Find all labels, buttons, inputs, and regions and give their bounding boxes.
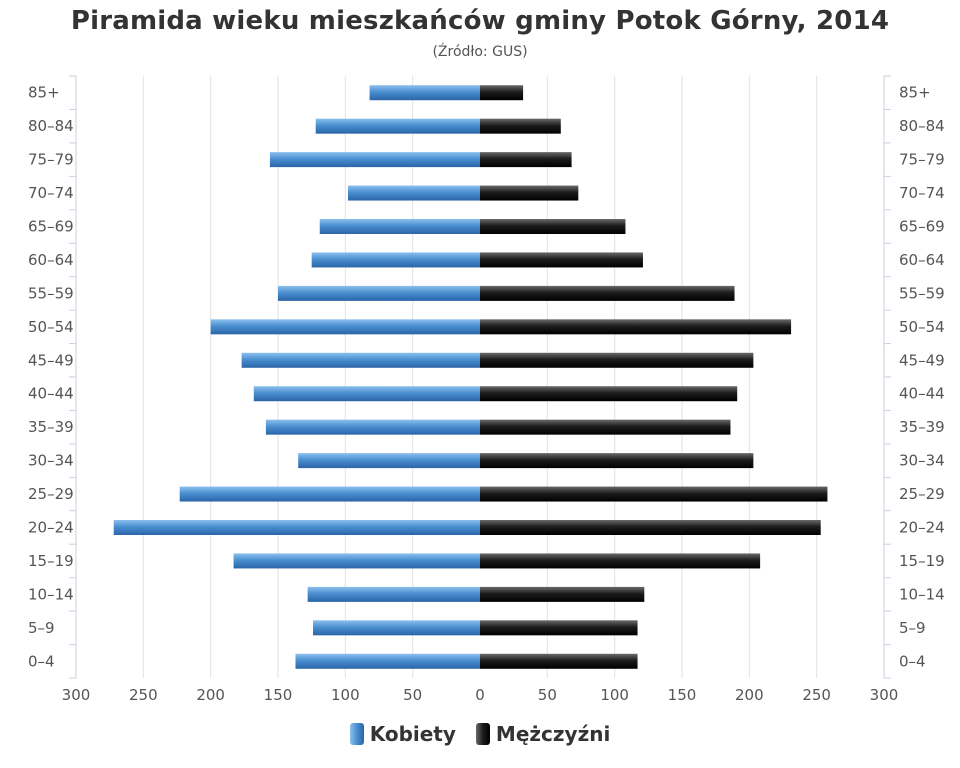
y-tick-label-left: 85+ [28, 84, 60, 102]
bar-women[interactable] [311, 252, 480, 268]
bar-women[interactable] [253, 386, 480, 402]
bar-men[interactable] [480, 85, 524, 101]
bars [113, 85, 828, 669]
bar-women[interactable] [179, 486, 480, 502]
y-tick-label-left: 30–34 [28, 452, 74, 470]
legend-label-women: Kobiety [369, 722, 456, 746]
chart-title: Piramida wieku mieszkańców gminy Potok G… [70, 6, 890, 36]
y-tick-label-right: 80–84 [899, 117, 945, 135]
y-tick-label-left: 15–19 [28, 552, 74, 570]
bar-women[interactable] [307, 586, 480, 602]
bar-women[interactable] [369, 85, 480, 101]
bar-men[interactable] [480, 419, 731, 435]
bar-men[interactable] [480, 620, 638, 636]
y-tick-label-right: 50–54 [899, 318, 945, 336]
y-tick-label-left: 25–29 [28, 485, 74, 503]
bar-men[interactable] [480, 553, 761, 569]
y-tick-label-left: 65–69 [28, 218, 74, 236]
bar-women[interactable] [298, 453, 480, 469]
x-tick-label: 50 [538, 686, 557, 704]
legend-item-men[interactable]: Mężczyźni [475, 722, 611, 746]
bar-men[interactable] [480, 453, 754, 469]
y-tick-label-right: 70–74 [899, 184, 945, 202]
bar-women[interactable] [278, 285, 480, 301]
y-tick-label-left: 45–49 [28, 351, 74, 369]
y-tick-label-left: 80–84 [28, 117, 74, 135]
bar-women[interactable] [348, 185, 480, 201]
bar-women[interactable] [319, 219, 480, 234]
y-tick-label-left: 10–14 [28, 585, 74, 603]
legend-label-men: Mężczyźni [495, 722, 611, 746]
bar-women[interactable] [315, 118, 480, 134]
y-tick-label-left: 20–24 [28, 519, 74, 537]
y-tick-label-right: 40–44 [899, 385, 945, 403]
bar-men[interactable] [480, 486, 828, 502]
bar-men[interactable] [480, 185, 579, 201]
y-tick-label-right: 0–4 [899, 652, 926, 670]
bar-women[interactable] [233, 553, 480, 569]
legend-swatch-men [475, 723, 490, 745]
x-tick-label: 100 [331, 686, 360, 704]
x-tick-label: 50 [403, 686, 422, 704]
bar-men[interactable] [480, 386, 738, 402]
x-tick-label: 250 [802, 686, 831, 704]
y-tick-label-right: 30–34 [899, 452, 945, 470]
bar-men[interactable] [480, 586, 645, 602]
y-tick-label-right: 25–29 [899, 485, 945, 503]
bar-women[interactable] [265, 419, 480, 435]
y-tick-label-right: 20–24 [899, 519, 945, 537]
x-tick-label: 0 [475, 686, 485, 704]
y-tick-label-left: 40–44 [28, 385, 74, 403]
y-tick-label-left: 50–54 [28, 318, 74, 336]
bar-men[interactable] [480, 319, 792, 335]
y-tick-label-right: 35–39 [899, 418, 945, 436]
legend-item-women[interactable]: Kobiety [349, 722, 456, 746]
bar-women[interactable] [295, 653, 480, 669]
y-tick-label-right: 10–14 [899, 585, 945, 603]
bar-men[interactable] [480, 352, 754, 368]
legend-swatch-women [349, 723, 364, 745]
bar-women[interactable] [269, 152, 480, 168]
y-tick-label-right: 65–69 [899, 218, 945, 236]
x-tick-label: 200 [196, 686, 225, 704]
y-tick-label-left: 5–9 [28, 619, 55, 637]
x-tick-label: 150 [264, 686, 293, 704]
x-tick-label: 200 [735, 686, 764, 704]
y-tick-label-right: 85+ [899, 84, 931, 102]
y-tick-label-left: 55–59 [28, 284, 74, 302]
x-tick-label: 150 [668, 686, 697, 704]
bar-men[interactable] [480, 520, 821, 535]
bar-men[interactable] [480, 653, 638, 669]
bar-men[interactable] [480, 285, 735, 301]
y-tick-label-right: 45–49 [899, 351, 945, 369]
bar-men[interactable] [480, 219, 626, 234]
y-tick-label-right: 5–9 [899, 619, 926, 637]
legend: Kobiety Mężczyźni [0, 722, 960, 746]
y-tick-label-right: 75–79 [899, 151, 945, 169]
y-tick-label-right: 60–64 [899, 251, 945, 269]
bar-men[interactable] [480, 152, 572, 168]
y-tick-label-right: 55–59 [899, 284, 945, 302]
y-tick-label-left: 60–64 [28, 251, 74, 269]
y-tick-label-left: 0–4 [28, 652, 55, 670]
bar-women[interactable] [313, 620, 480, 636]
bar-women[interactable] [210, 319, 480, 335]
x-tick-label: 300 [62, 686, 91, 704]
bar-men[interactable] [480, 252, 643, 268]
x-tick-label: 300 [870, 686, 899, 704]
y-tick-label-left: 70–74 [28, 184, 74, 202]
axes [69, 75, 891, 679]
bar-women[interactable] [113, 520, 480, 535]
y-tick-label-right: 15–19 [899, 552, 945, 570]
y-tick-label-left: 35–39 [28, 418, 74, 436]
chart-subtitle: (Źródło: GUS) [432, 44, 528, 60]
y-tick-label-left: 75–79 [28, 151, 74, 169]
bar-women[interactable] [241, 352, 480, 368]
x-tick-label: 100 [600, 686, 629, 704]
x-tick-label: 250 [129, 686, 158, 704]
bar-men[interactable] [480, 118, 561, 134]
